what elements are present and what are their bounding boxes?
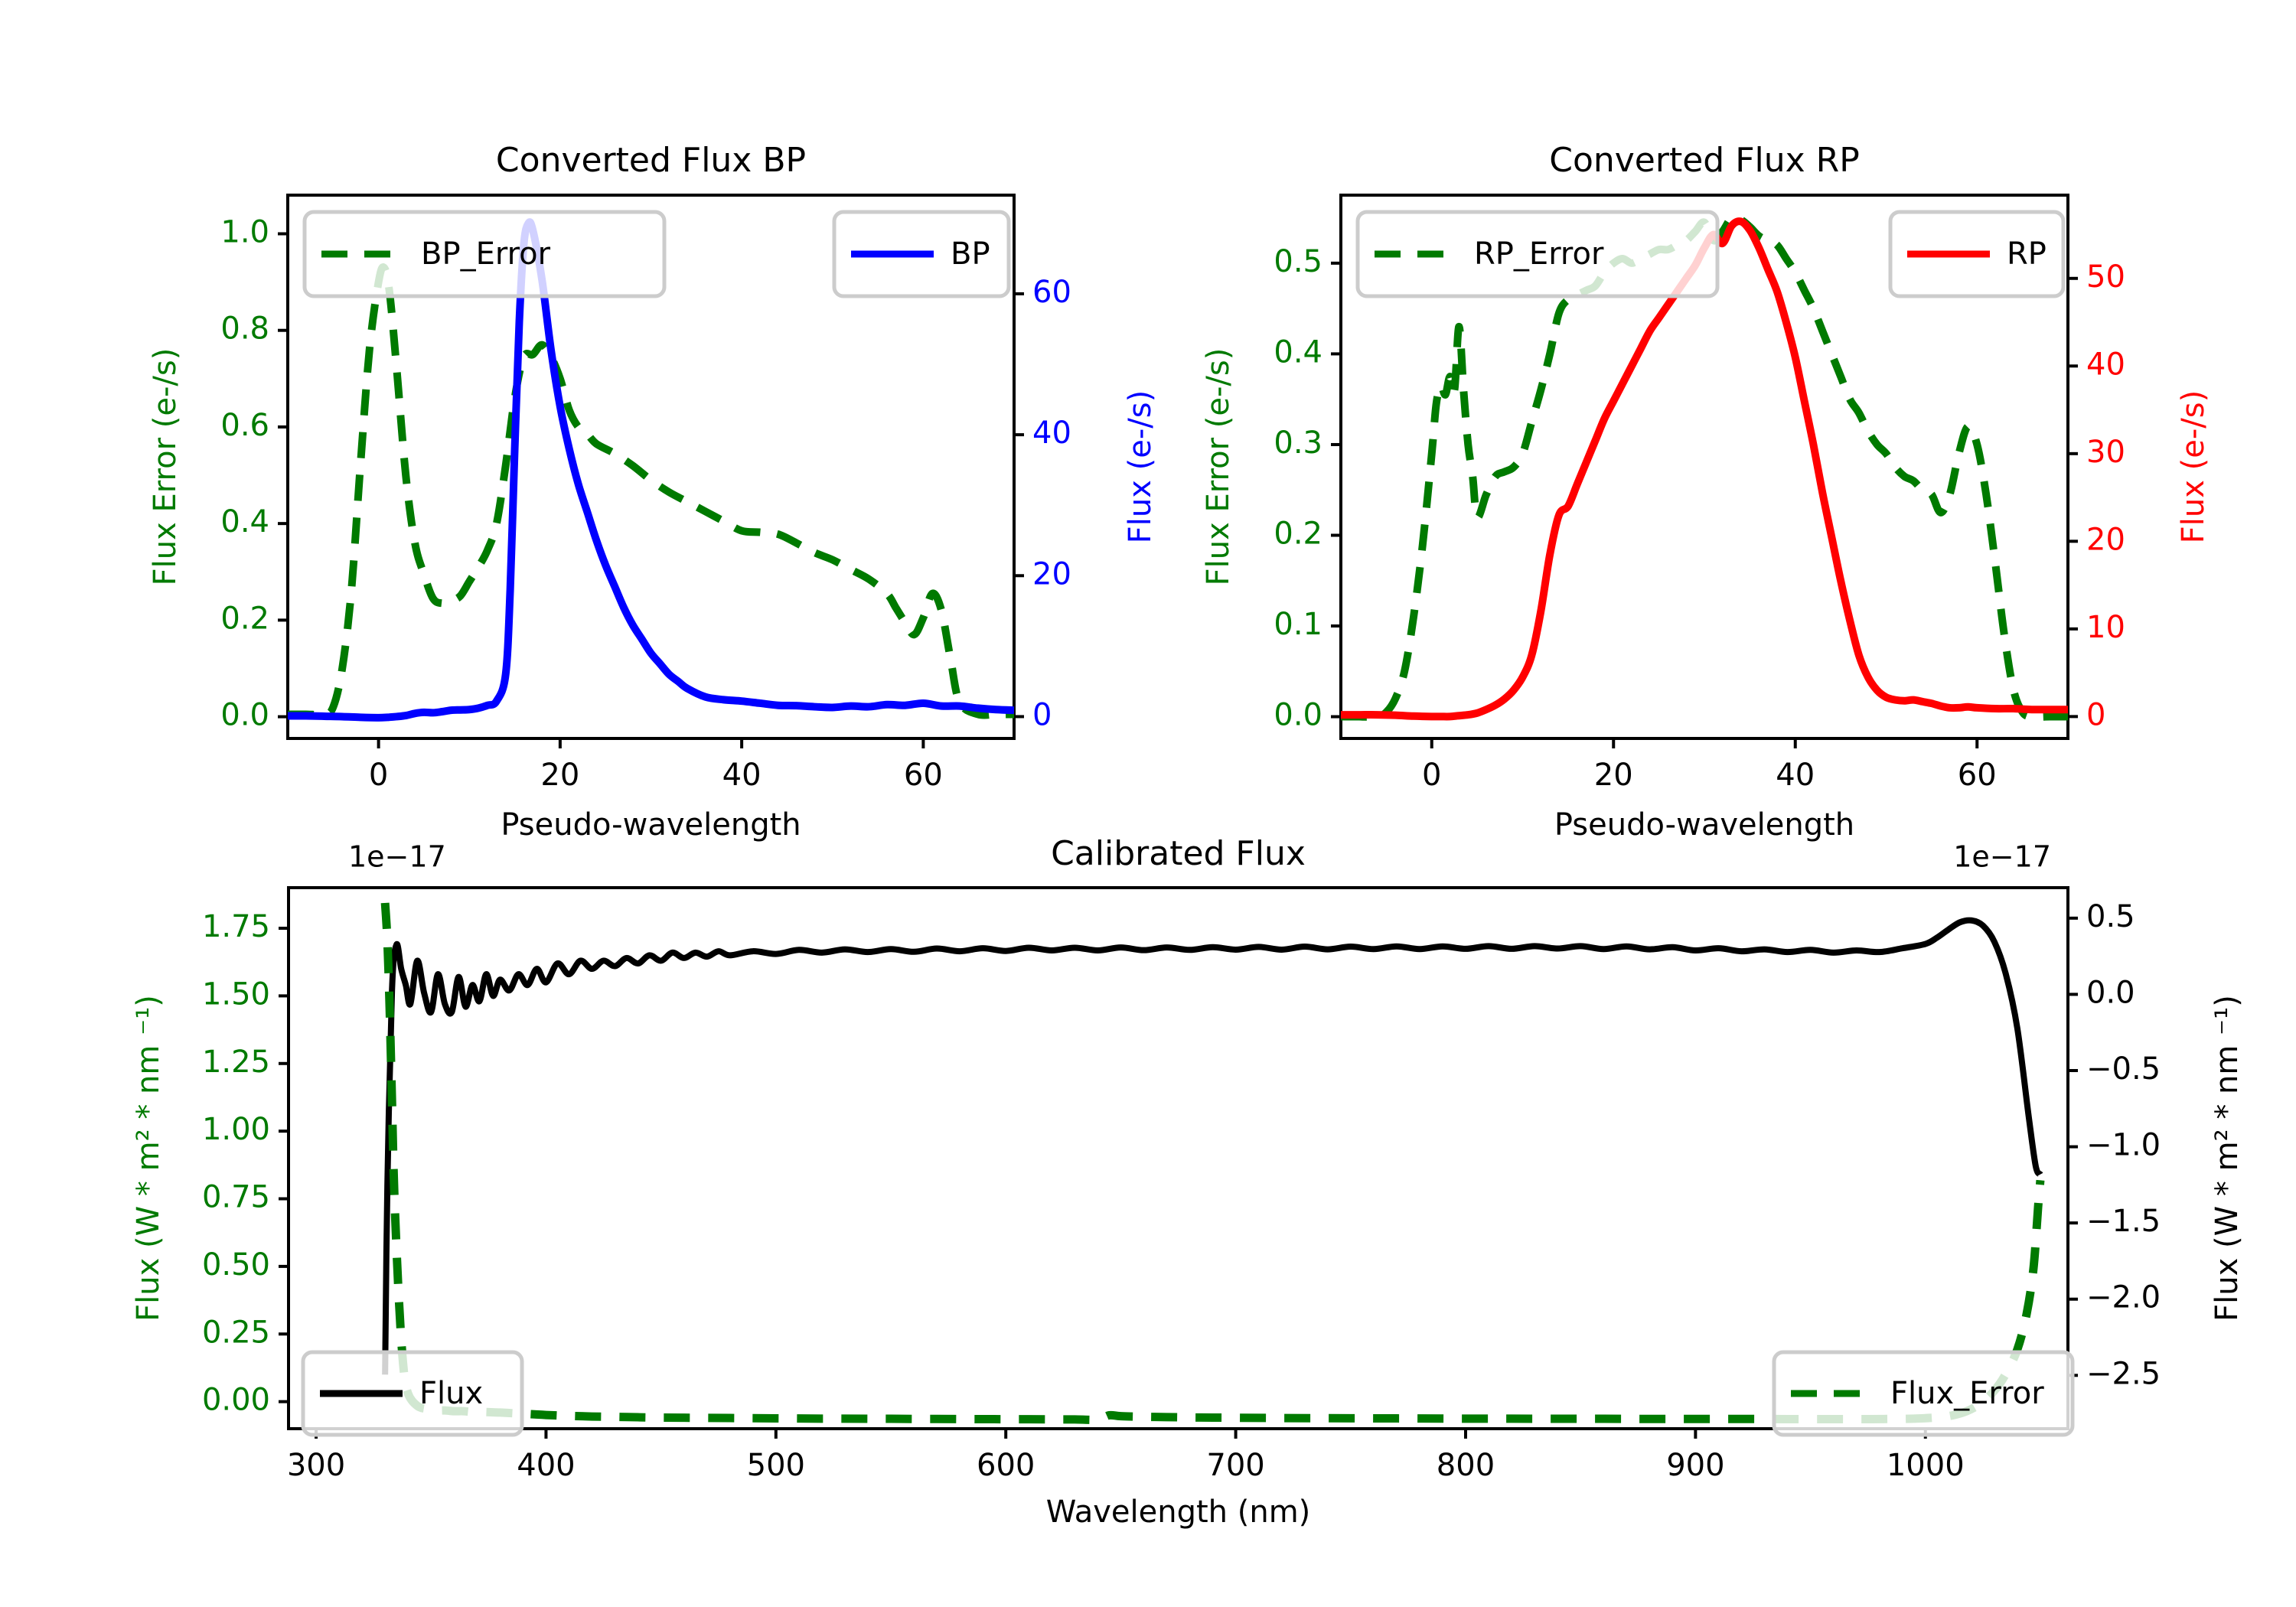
y-tick-label-right: 20 bbox=[2086, 522, 2125, 557]
y-tick-label-right: 50 bbox=[2086, 259, 2125, 295]
bp-xaxis-label: Pseudo-wavelength bbox=[501, 807, 801, 843]
x-tick-label: 300 bbox=[287, 1448, 345, 1483]
y-tick-label-left: 1.50 bbox=[202, 976, 270, 1012]
y-tick-label-left: 0.00 bbox=[202, 1383, 270, 1418]
x-tick-label: 40 bbox=[1776, 758, 1815, 793]
x-tick-label: 800 bbox=[1437, 1448, 1495, 1483]
x-tick-label: 20 bbox=[540, 758, 579, 793]
y-tick-label-right: 30 bbox=[2086, 435, 2125, 470]
calibrated-legend-flux-box bbox=[301, 1350, 524, 1437]
y-tick-label-left: 1.00 bbox=[202, 1112, 270, 1147]
x-tick-label: 700 bbox=[1206, 1448, 1264, 1483]
rp-legend-error-box bbox=[1355, 210, 1720, 298]
x-tick-label: 400 bbox=[517, 1448, 575, 1483]
calibrated-axes-frame bbox=[287, 886, 2069, 1430]
y-tick-label-right: 0.0 bbox=[2086, 975, 2135, 1010]
y-tick-label-left: 0.3 bbox=[1274, 425, 1322, 461]
y-tick-label-right: 0 bbox=[1032, 697, 1052, 732]
y-tick-label-right: 0.5 bbox=[2086, 899, 2135, 934]
rp-yaxis-label-left: Flux Error (e-/s) bbox=[1201, 348, 1236, 586]
x-tick-label: 60 bbox=[1958, 758, 1997, 793]
y-tick-label-right: −1.0 bbox=[2086, 1128, 2161, 1163]
x-tick-label: 0 bbox=[1422, 758, 1441, 793]
y-tick-label-left: 0.2 bbox=[220, 601, 269, 636]
x-tick-label: 40 bbox=[722, 758, 762, 793]
bp-axes-frame bbox=[286, 194, 1016, 740]
rp-panel-title: Converted Flux RP bbox=[1549, 141, 1860, 180]
calibrated-legend-flux-label: Flux bbox=[419, 1376, 483, 1411]
rp-axes-frame bbox=[1339, 194, 2069, 740]
y-tick-label-left: 1.25 bbox=[202, 1045, 270, 1080]
calibrated-xaxis-label: Wavelength (nm) bbox=[1046, 1495, 1311, 1530]
calibrated-series-flux_error bbox=[380, 902, 2045, 1424]
y-tick-label-left: 0.6 bbox=[220, 408, 269, 443]
x-tick-label: 600 bbox=[977, 1448, 1035, 1483]
calibrated-exponent-right: 1e−17 bbox=[1953, 840, 2051, 874]
y-tick-label-right: 20 bbox=[1032, 556, 1071, 592]
y-tick-label-left: 1.0 bbox=[220, 214, 269, 249]
rp-xaxis-label: Pseudo-wavelength bbox=[1554, 807, 1854, 843]
bp-series-bp bbox=[287, 218, 1015, 722]
y-tick-label-right: 40 bbox=[2086, 347, 2125, 382]
rp-legend-flux-label: RP bbox=[2007, 236, 2047, 272]
y-tick-label-right: 40 bbox=[1032, 416, 1071, 451]
calibrated-panel-title: Calibrated Flux bbox=[1051, 834, 1306, 873]
bp-legend-flux-label: BP bbox=[951, 236, 990, 272]
bp-yaxis-label-left: Flux Error (e-/s) bbox=[148, 348, 183, 586]
bp-legend-error-label: BP_Error bbox=[421, 236, 551, 272]
y-tick-label-left: 0.4 bbox=[220, 504, 269, 539]
y-tick-label-left: 0.25 bbox=[202, 1315, 270, 1350]
x-tick-label: 0 bbox=[369, 758, 388, 793]
y-tick-label-left: 0.4 bbox=[1274, 334, 1322, 370]
calibrated-yaxis-label-right: Flux (W * m² * nm ⁻¹) bbox=[2210, 995, 2245, 1322]
y-tick-label-right: 0 bbox=[2086, 697, 2105, 732]
bp-legend-error-box bbox=[302, 210, 667, 298]
y-tick-label-right: 60 bbox=[1032, 275, 1071, 310]
rp-legend-error-label: RP_Error bbox=[1474, 236, 1604, 272]
y-tick-label-right: −2.0 bbox=[2086, 1280, 2161, 1315]
bp-yaxis-label-right: Flux (e-/s) bbox=[1123, 390, 1158, 543]
y-tick-label-left: 0.0 bbox=[1274, 698, 1322, 733]
x-tick-label: 900 bbox=[1666, 1448, 1724, 1483]
x-tick-label: 500 bbox=[747, 1448, 805, 1483]
calibrated-exponent-left: 1e−17 bbox=[348, 840, 446, 874]
calibrated-series-flux bbox=[382, 917, 2043, 1375]
y-tick-label-left: 0.50 bbox=[202, 1247, 270, 1283]
y-tick-label-right: 10 bbox=[2086, 610, 2125, 645]
y-tick-label-left: 0.2 bbox=[1274, 516, 1322, 551]
y-tick-label-left: 0.1 bbox=[1274, 607, 1322, 642]
y-tick-label-right: −2.5 bbox=[2086, 1356, 2161, 1391]
y-tick-label-right: −0.5 bbox=[2086, 1051, 2161, 1087]
calibrated-legend-error-box bbox=[1772, 1350, 2075, 1437]
rp-yaxis-label-right: Flux (e-/s) bbox=[2176, 390, 2211, 543]
y-tick-label-left: 0.8 bbox=[220, 311, 269, 347]
y-tick-label-left: 0.5 bbox=[1274, 244, 1322, 279]
calibrated-legend-error-label: Flux_Error bbox=[1890, 1376, 2044, 1411]
y-tick-label-right: −1.5 bbox=[2086, 1204, 2161, 1239]
y-tick-label-left: 1.75 bbox=[202, 909, 270, 944]
x-tick-label: 1000 bbox=[1887, 1448, 1965, 1483]
y-tick-label-left: 0.0 bbox=[220, 698, 269, 733]
x-tick-label: 20 bbox=[1594, 758, 1633, 793]
calibrated-yaxis-label-left: Flux (W * m² * nm ⁻¹) bbox=[131, 995, 166, 1322]
y-tick-label-left: 0.75 bbox=[202, 1180, 270, 1215]
bp-panel-title: Converted Flux BP bbox=[496, 141, 806, 180]
x-tick-label: 60 bbox=[904, 758, 943, 793]
